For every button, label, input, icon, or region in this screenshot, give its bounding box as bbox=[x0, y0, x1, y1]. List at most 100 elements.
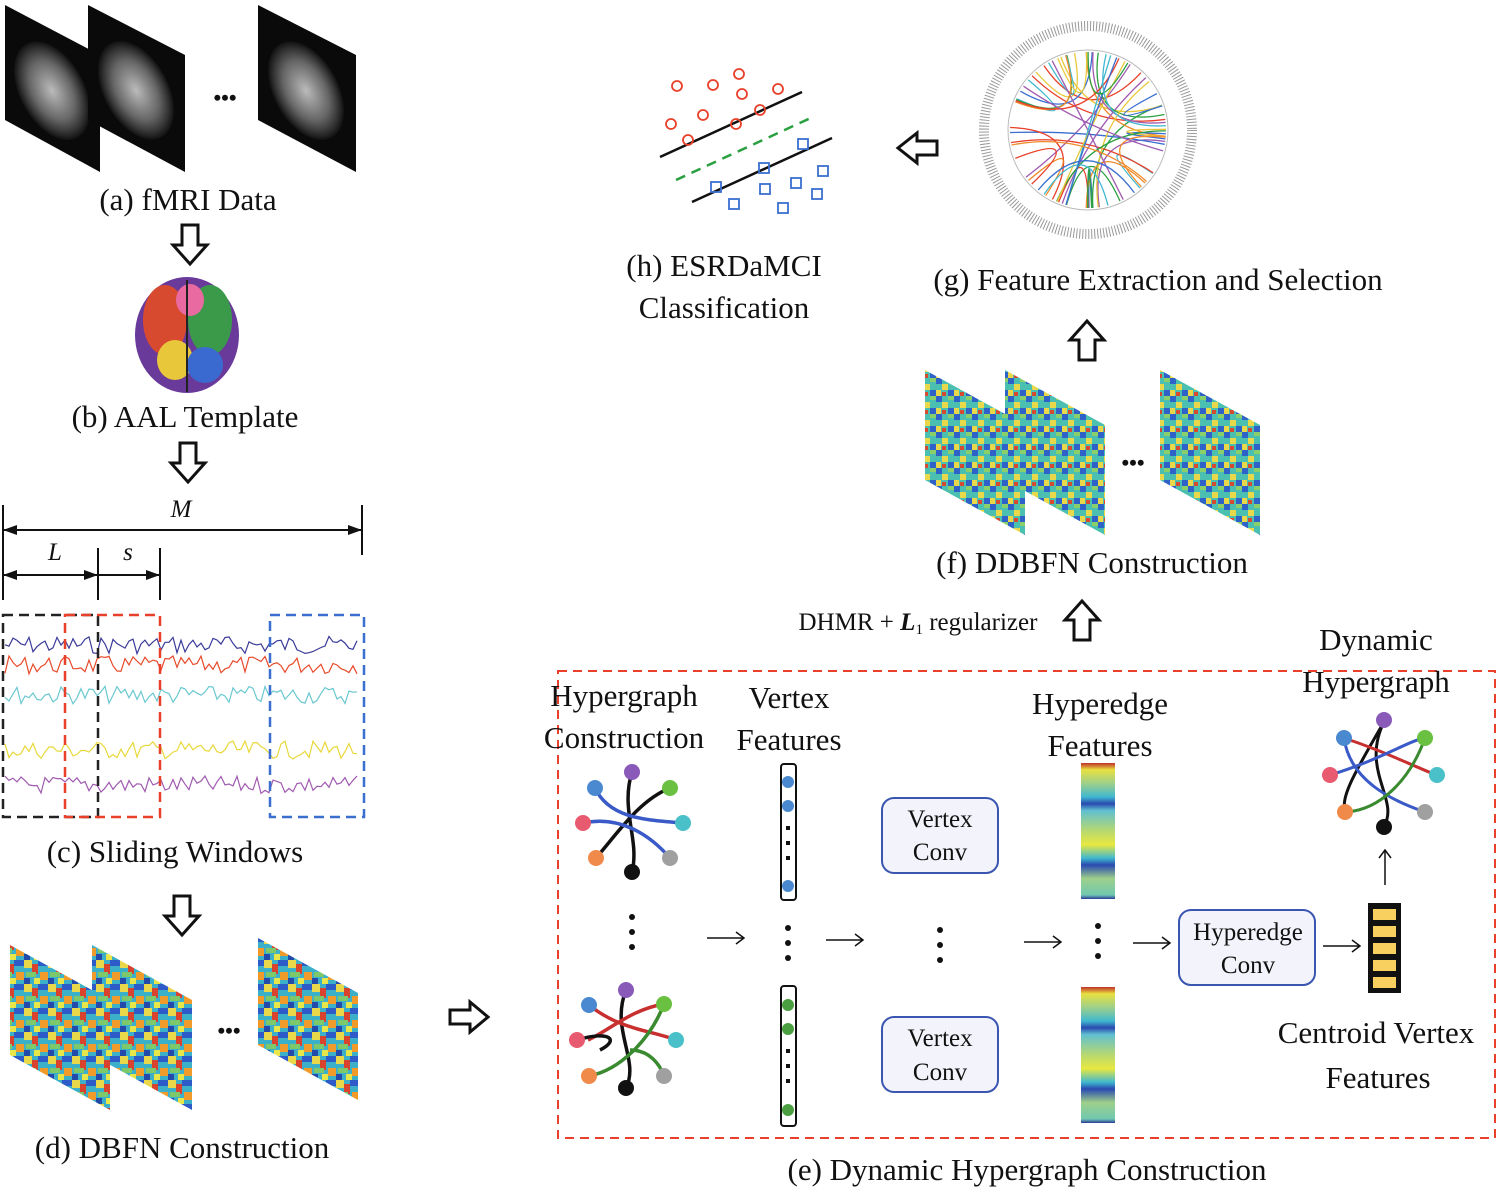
dbfn-matrix bbox=[10, 945, 110, 1110]
vertex-conv-label: Conv bbox=[913, 1059, 968, 1086]
dbfn-matrix bbox=[258, 938, 358, 1100]
hyperedge-features-label-2: Features bbox=[1047, 728, 1152, 763]
hypergraph-top bbox=[575, 764, 691, 880]
ellipsis: ••• bbox=[217, 1018, 240, 1043]
dbfn-matrices: ••• bbox=[10, 938, 358, 1110]
vertex-conv-label: Vertex bbox=[907, 1025, 973, 1052]
vertex-conv-label: Vertex bbox=[907, 806, 973, 833]
chord-link bbox=[1087, 51, 1129, 95]
fmri-slice bbox=[88, 5, 185, 172]
hyperedge-conv: Hyperedge Conv bbox=[1178, 909, 1316, 986]
vertex-features-label-1: Vertex bbox=[749, 680, 830, 715]
panel-g-label: (g) Feature Extraction and Selection bbox=[933, 262, 1383, 297]
chord-link bbox=[1097, 139, 1166, 208]
chord-link bbox=[1126, 128, 1167, 138]
left-arrow-icon bbox=[895, 129, 939, 167]
ddbfn-matrix bbox=[1005, 370, 1105, 535]
centroid-label-1: Centroid Vertex bbox=[1278, 1015, 1475, 1050]
panel-f-label: (f) DDBFN Construction bbox=[936, 545, 1248, 580]
window-dimensions: M L s bbox=[2, 496, 363, 600]
hyperedge-conv-label: Hyperedge bbox=[1193, 919, 1303, 946]
chord-link bbox=[1011, 140, 1148, 182]
flow-arrows bbox=[707, 848, 1392, 953]
svm-classification-plot bbox=[659, 68, 833, 214]
chord-link bbox=[1088, 168, 1094, 209]
chord-link bbox=[1087, 168, 1093, 209]
up-arrow-icon bbox=[1061, 598, 1103, 642]
up-arrow-icon bbox=[1066, 318, 1108, 362]
vertical-ellipses bbox=[629, 914, 1101, 963]
ddbfn-matrix bbox=[925, 370, 1025, 535]
down-arrow-icon bbox=[169, 223, 211, 267]
chord-link bbox=[1119, 135, 1166, 188]
window-1 bbox=[1, 613, 100, 819]
dim-s: s bbox=[123, 539, 133, 566]
chord-link bbox=[1065, 57, 1118, 206]
panel-c-label: (c) Sliding Windows bbox=[47, 834, 304, 869]
chord-link bbox=[1019, 52, 1093, 105]
panel-b-label: (b) AAL Template bbox=[72, 399, 299, 434]
window-2 bbox=[63, 613, 162, 819]
vertical-ellipsis: ⋮ bbox=[172, 715, 194, 740]
chord-link bbox=[1126, 132, 1166, 140]
chord-link bbox=[1023, 85, 1164, 152]
centroid-vertex-vector bbox=[1368, 903, 1401, 993]
connectome-chord-diagram bbox=[979, 21, 1197, 239]
chord-link bbox=[1015, 55, 1072, 111]
dbfn-matrix bbox=[92, 945, 192, 1110]
chord-link bbox=[1043, 164, 1109, 206]
vertex-conv-bottom: Vertex Conv bbox=[881, 1016, 999, 1093]
dynamic-hypergraph-graph bbox=[1322, 712, 1445, 835]
hypergraph-bottom bbox=[569, 982, 684, 1096]
time-series-signals: ⋮ bbox=[4, 635, 358, 795]
dynamic-hypergraph-region bbox=[557, 670, 1496, 1139]
vertex-features-label-2: Features bbox=[736, 722, 841, 757]
hypergraph-construction-label-2: Construction bbox=[544, 720, 705, 755]
chord-link bbox=[1025, 64, 1131, 178]
chord-link bbox=[1015, 147, 1057, 185]
panel-d-label: (d) DBFN Construction bbox=[35, 1130, 330, 1165]
right-arrow-icon bbox=[448, 998, 491, 1036]
chord-link bbox=[1035, 53, 1078, 98]
chord-link bbox=[1065, 165, 1121, 206]
chord-link bbox=[1028, 157, 1064, 196]
window-n bbox=[268, 613, 366, 819]
panel-e-label: (e) Dynamic Hypergraph Construction bbox=[788, 1152, 1267, 1187]
ellipsis: ••• bbox=[213, 85, 236, 110]
hyperedge-feature-bottom bbox=[1081, 987, 1115, 1123]
chord-link bbox=[1061, 77, 1147, 204]
panel-h-label-2: Classification bbox=[639, 290, 810, 325]
vertex-conv-label: Conv bbox=[913, 839, 968, 866]
hyperedge-feature-top bbox=[1081, 763, 1115, 899]
chord-link bbox=[1060, 56, 1163, 113]
chord-link bbox=[1037, 160, 1135, 194]
chord-link bbox=[1010, 126, 1065, 200]
chord-link bbox=[1123, 92, 1163, 117]
vertex-feature-vector-top bbox=[780, 763, 797, 901]
chord-link bbox=[1096, 81, 1150, 208]
dim-M: M bbox=[170, 496, 193, 523]
down-arrow-icon bbox=[167, 441, 209, 485]
ellipsis: ••• bbox=[1121, 450, 1144, 475]
dim-L: L bbox=[47, 539, 62, 566]
chord-link bbox=[1085, 52, 1166, 137]
dynamic-hypergraph-label-2: Hypergraph bbox=[1302, 664, 1450, 699]
panel-a-label: (a) fMRI Data bbox=[99, 182, 277, 217]
vertex-conv-top: Vertex Conv bbox=[881, 797, 999, 874]
hyperedge-conv-label: Conv bbox=[1221, 952, 1276, 979]
hypergraph-construction-label-1: Hypergraph bbox=[550, 678, 698, 713]
regularizer-label: DHMR + L1 regularizer bbox=[799, 609, 1039, 638]
ddbfn-matrix bbox=[1160, 370, 1260, 535]
fmri-slice bbox=[258, 5, 356, 172]
panel-h-label-1: (h) ESRDaMCI bbox=[626, 248, 821, 283]
down-arrow-icon bbox=[161, 894, 203, 938]
chord-link bbox=[1015, 58, 1120, 110]
vertex-feature-vector-bottom bbox=[780, 985, 797, 1127]
chord-link bbox=[1092, 52, 1166, 124]
centroid-label-2: Features bbox=[1325, 1060, 1430, 1095]
ddbfn-matrices: ••• bbox=[925, 370, 1260, 535]
fmri-slices: ••• bbox=[5, 5, 356, 172]
hyperedge-features-label-1: Hyperedge bbox=[1032, 686, 1168, 721]
chord-link bbox=[1031, 75, 1166, 122]
